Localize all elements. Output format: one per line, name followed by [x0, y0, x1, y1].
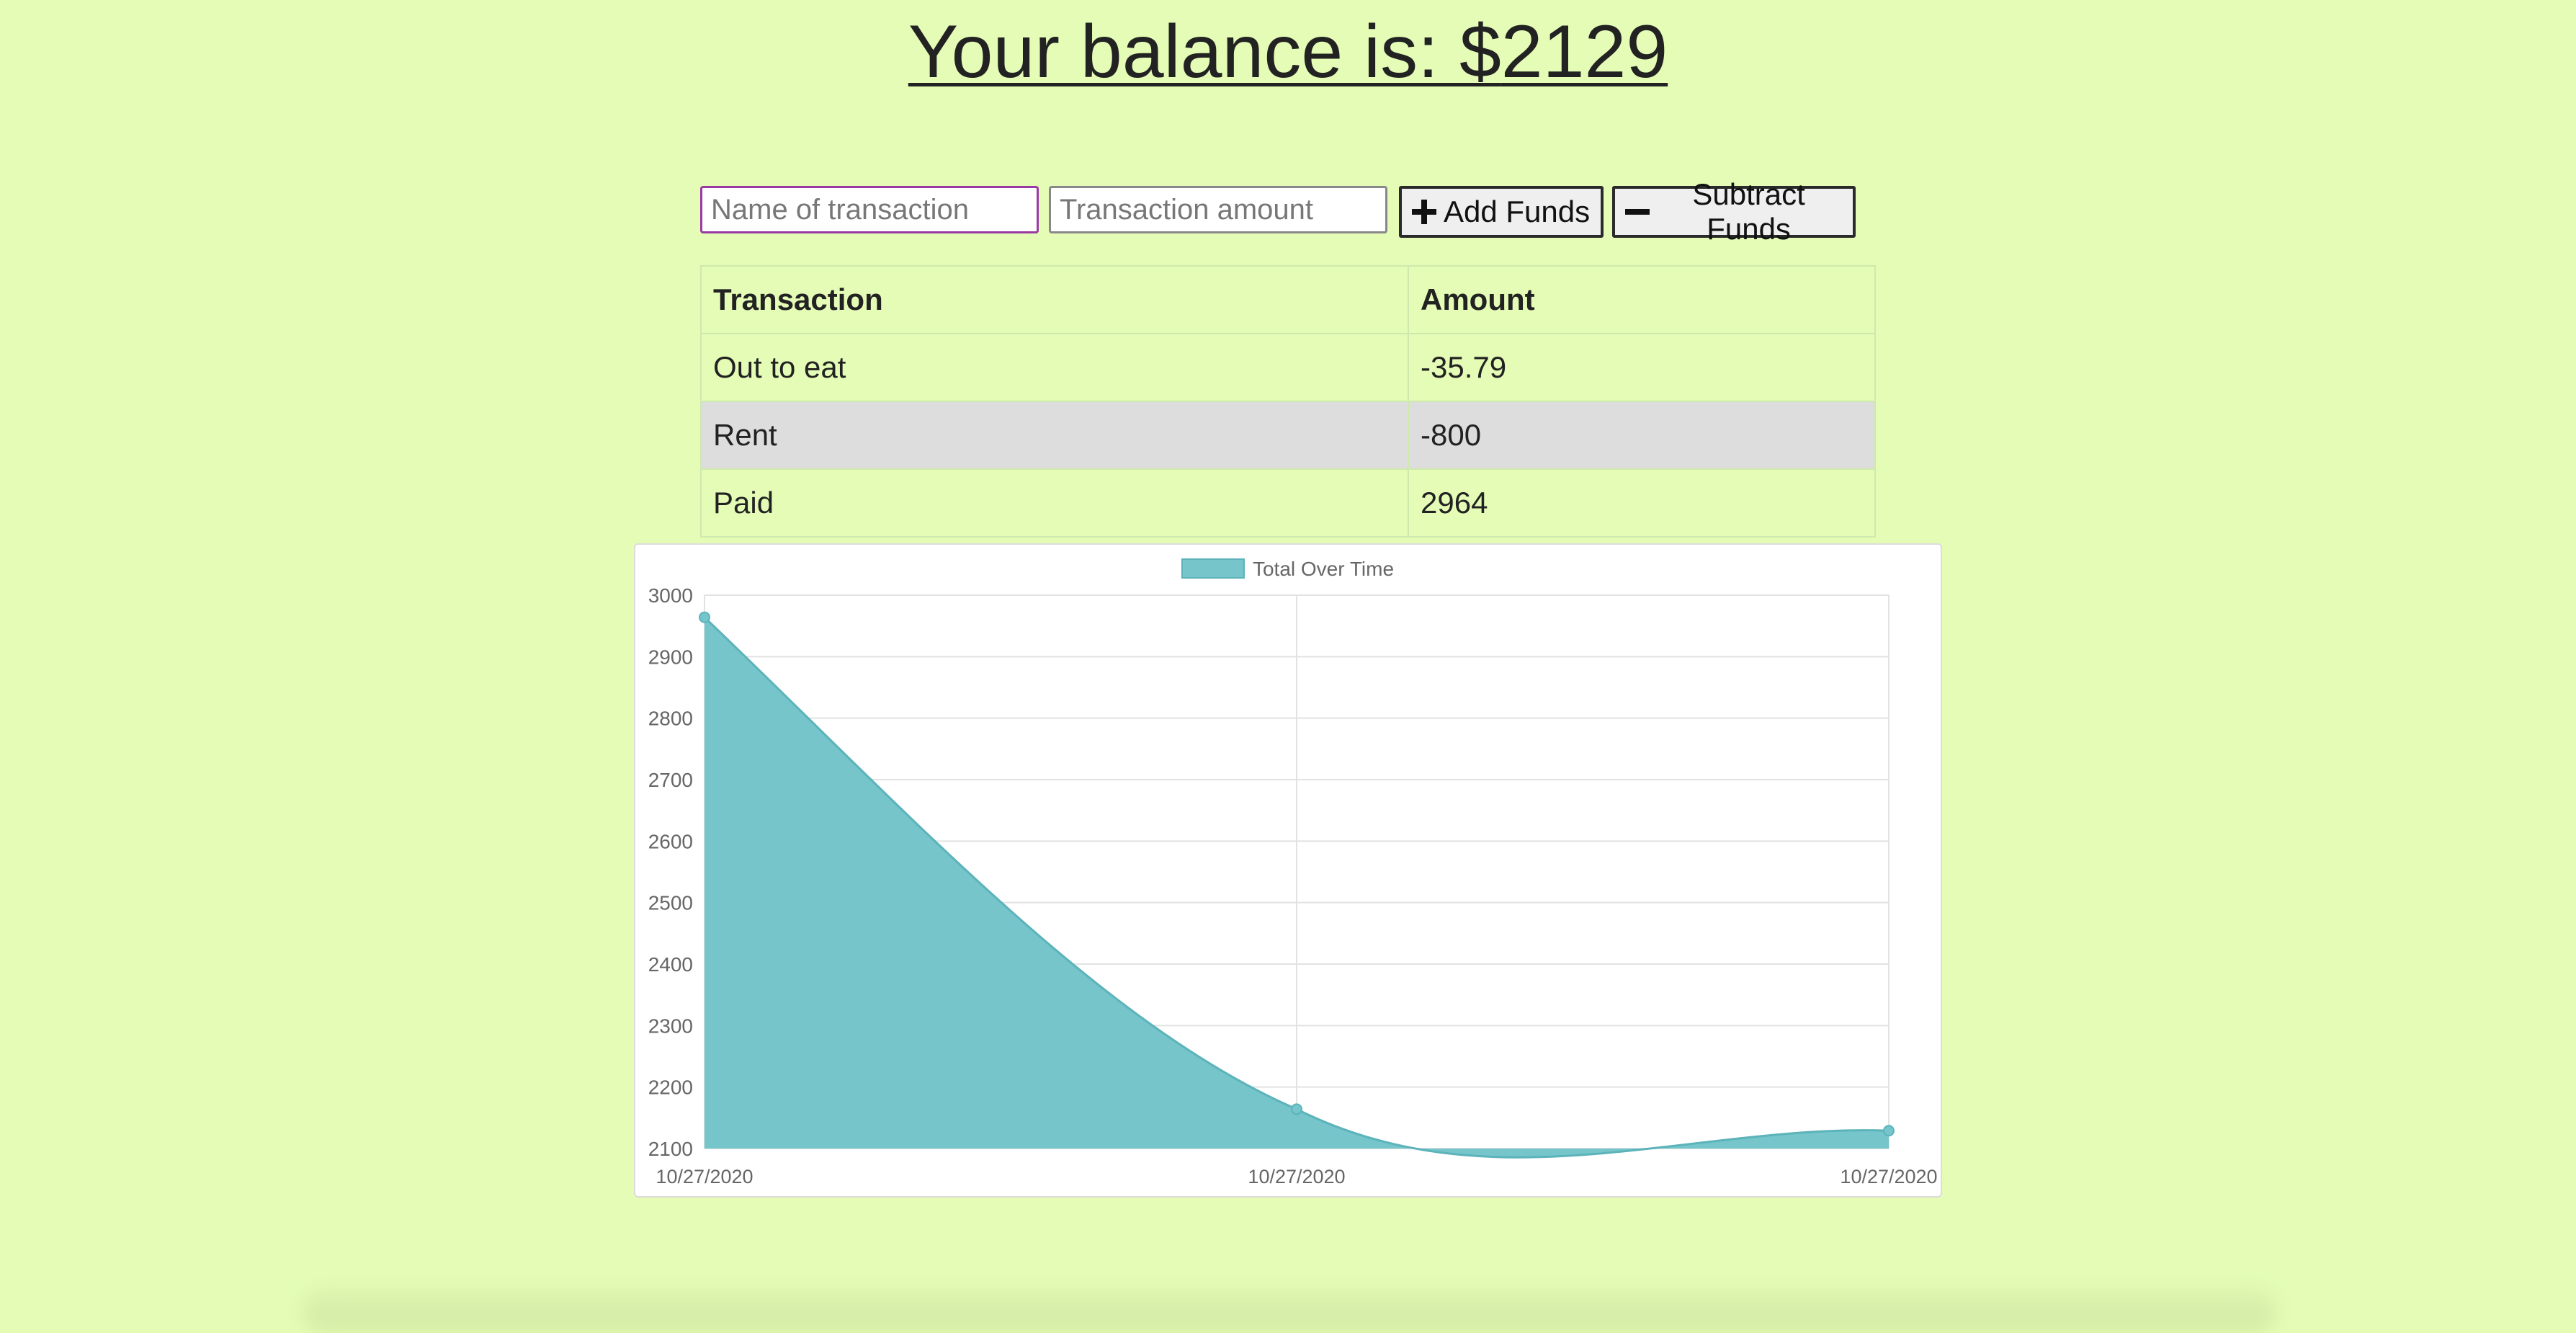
x-tick-label: 10/27/2020 [1248, 1166, 1345, 1187]
y-tick-label: 2100 [648, 1138, 693, 1160]
chart-card: 3000 2900 2800 2700 2600 2500 2400 2300 2200 2100… [634, 543, 1942, 1198]
y-tick-label: 3000 [648, 584, 693, 607]
transaction-name-cell: Out to eat [700, 333, 1409, 402]
y-tick-label: 2900 [648, 646, 693, 668]
subtract-funds-label: Subtract Funds [1692, 177, 1805, 246]
legend-swatch [1181, 558, 1245, 579]
table-row: Paid 2964 [700, 468, 1876, 538]
y-tick-label: 2400 [648, 953, 693, 976]
table-row: Rent -800 [700, 401, 1876, 470]
y-tick-label: 2700 [648, 769, 693, 791]
series-area [705, 617, 1889, 1158]
table-row: Out to eat -35.79 [700, 333, 1876, 402]
transaction-name-input[interactable] [700, 186, 1039, 233]
y-tick-label: 2600 [648, 830, 693, 852]
legend-label: Total Over Time [1253, 558, 1394, 580]
y-tick-label: 2200 [648, 1076, 693, 1099]
data-point [1291, 1103, 1302, 1115]
transaction-amount-cell: -800 [1408, 401, 1876, 470]
table-header-row: Transaction Amount [700, 265, 1876, 334]
add-funds-button[interactable]: Add Funds [1399, 186, 1604, 238]
column-header-amount: Amount [1408, 265, 1876, 334]
balance-heading: Your balance is: $2129 [0, 10, 2576, 94]
x-tick-label: 10/27/2020 [1840, 1166, 1937, 1187]
page-footer-shadow [303, 1290, 2276, 1333]
y-tick-label: 2800 [648, 708, 693, 730]
minus-icon [1625, 200, 1650, 224]
series-line [703, 616, 1889, 1159]
data-point [1883, 1125, 1895, 1137]
y-tick-label: 2500 [648, 892, 693, 914]
x-tick-label: 10/27/2020 [656, 1166, 753, 1187]
balance-value: 2129 [1501, 10, 1668, 94]
data-point [699, 611, 710, 623]
column-header-transaction: Transaction [700, 265, 1409, 334]
y-tick-label: 2300 [648, 1015, 693, 1037]
add-funds-label: Add Funds [1444, 195, 1591, 228]
balance-label: Your balance is: $ [908, 10, 1501, 94]
transaction-amount-cell: -35.79 [1408, 333, 1876, 402]
transaction-amount-input[interactable] [1049, 186, 1387, 233]
subtract-funds-button[interactable]: Subtract Funds [1612, 177, 1856, 246]
transaction-amount-cell: 2964 [1408, 468, 1876, 538]
transactions-table: Transaction Amount Out to eat -35.79 Ren… [700, 265, 1876, 538]
total-over-time-chart: 3000 2900 2800 2700 2600 2500 2400 2300 2200 2100… [648, 558, 1938, 1187]
transaction-name-cell: Paid [700, 468, 1409, 538]
transaction-name-cell: Rent [700, 401, 1409, 470]
plus-icon [1412, 200, 1436, 224]
